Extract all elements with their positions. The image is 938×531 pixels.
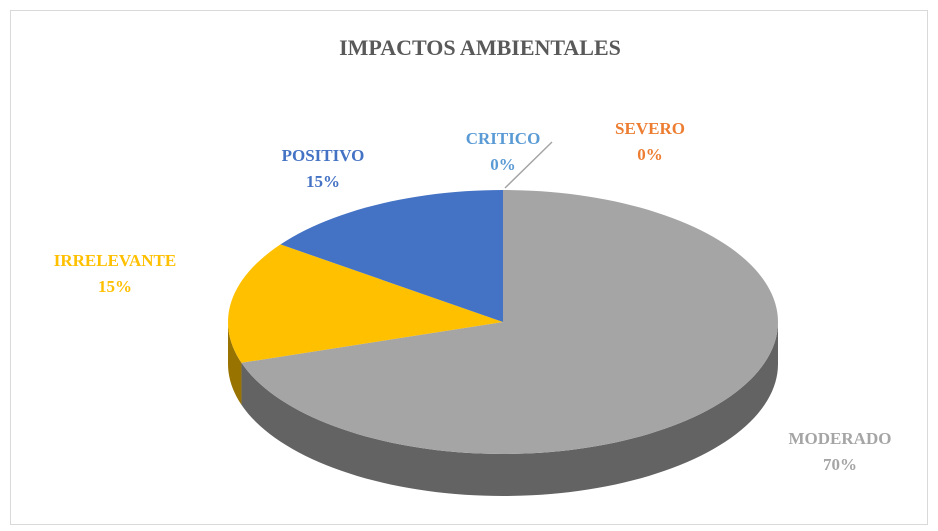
slice-label: SEVERO (615, 119, 685, 138)
slice-value-label: 0% (490, 155, 516, 174)
slice (228, 244, 503, 363)
chart-title: IMPACTOS AMBIENTALES (339, 35, 621, 60)
slice-label: POSITIVO (282, 146, 365, 165)
slice-value-label: 70% (823, 455, 857, 474)
slice-value-label: 0% (637, 145, 663, 164)
slice-label: CRITICO (466, 129, 541, 148)
slice-value-label: 15% (98, 277, 132, 296)
slice-side (241, 322, 778, 496)
slice (280, 190, 503, 322)
slice-label: MODERADO (789, 429, 892, 448)
slice-value-label: 15% (306, 172, 340, 191)
leader-line (504, 141, 553, 189)
slice-label: IRRELEVANTE (54, 251, 177, 270)
slice-side (228, 322, 242, 405)
slice (241, 190, 778, 454)
